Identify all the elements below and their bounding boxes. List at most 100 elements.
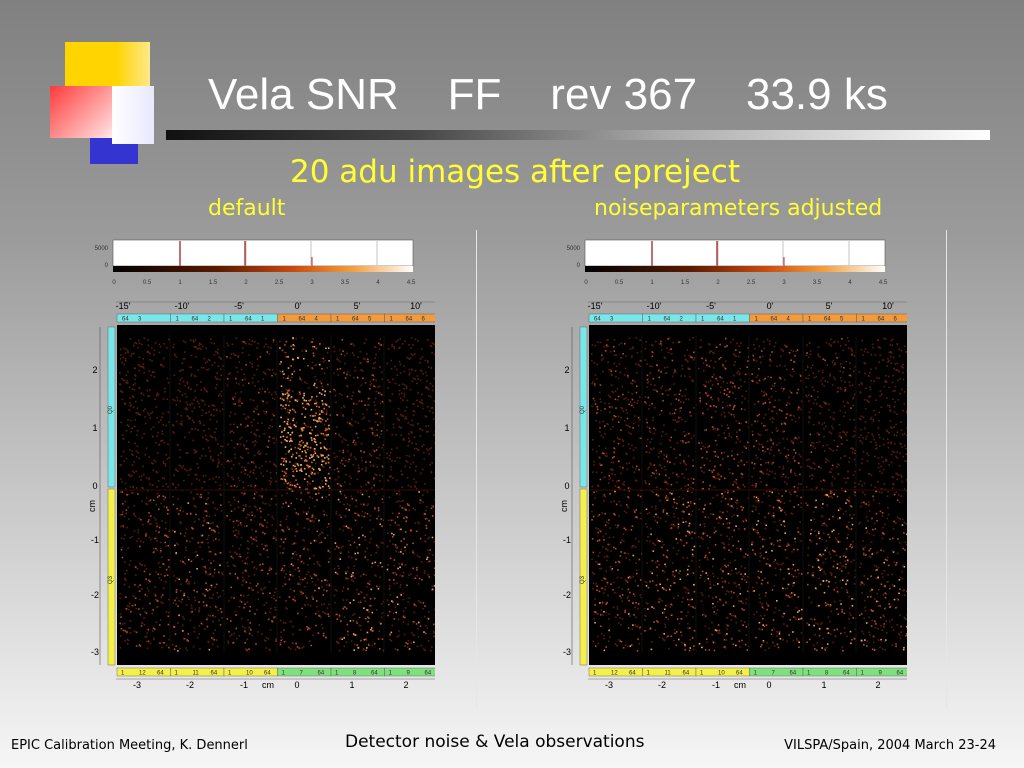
quadrant-strip-q3 bbox=[579, 488, 588, 666]
ccd-label-text: 11 bbox=[193, 671, 200, 677]
ccd-label-text: 64 bbox=[211, 671, 218, 677]
ccd-label-text: 1 bbox=[733, 317, 737, 323]
detector-image-pixels bbox=[589, 325, 907, 665]
arcmin-x-tick: 10' bbox=[882, 301, 894, 311]
ccd-label-text: 64 bbox=[824, 317, 831, 323]
cm-y-tick: -2 bbox=[563, 590, 571, 600]
scale-tick: 2 bbox=[244, 280, 248, 286]
panel-separator-left bbox=[476, 230, 477, 708]
ccd-label-text: 64 bbox=[878, 317, 885, 323]
ccd-label-text: 64 bbox=[264, 671, 271, 677]
ccd-label-cell bbox=[856, 313, 907, 323]
arcmin-x-tick: -15' bbox=[116, 301, 131, 311]
cm-x-tick: -2 bbox=[658, 680, 666, 690]
scale-tick: 3 bbox=[310, 280, 314, 286]
cm-x-tick: -2 bbox=[186, 680, 194, 690]
footer-meeting: EPIC Calibration Meeting, K. Dennerl bbox=[11, 738, 248, 753]
ccd-label-text: 1 bbox=[336, 317, 340, 323]
cm-y-tick: 2 bbox=[92, 365, 97, 375]
cm-x-tick: -3 bbox=[605, 680, 613, 690]
cm-x-tick: 2 bbox=[875, 680, 880, 690]
ccd-label-text: 64 bbox=[122, 317, 129, 323]
ccd-label-text: 6 bbox=[894, 317, 898, 323]
quadrant-label: Q3 bbox=[580, 575, 586, 584]
scale-tick: 0 bbox=[112, 280, 116, 286]
ccd-label-text: 11 bbox=[665, 671, 672, 677]
ccd-label-cell bbox=[856, 667, 907, 677]
scale-tick: 3 bbox=[782, 280, 786, 286]
detector-background bbox=[117, 325, 435, 665]
ccd-label-text: 64 bbox=[629, 671, 636, 677]
footer-location-date: VILSPA/Spain, 2004 March 23-24 bbox=[784, 738, 996, 753]
ccd-label-text: 1 bbox=[861, 671, 865, 677]
ccd-label-text: 6 bbox=[422, 317, 426, 323]
scale-tick: 0.5 bbox=[143, 280, 152, 286]
detector-figure-default: 5000 0 0 0.5 1 1.5 2 2.5 3 3.5 4 4.5 5 -15' -10' -5' 0' 5… bbox=[90, 239, 435, 690]
histogram-y-tick: 0 bbox=[105, 263, 109, 269]
ccd-label-text: 1 bbox=[700, 671, 704, 677]
quadrant-label: Q3 bbox=[108, 575, 114, 584]
slide-logo bbox=[50, 42, 160, 166]
ccd-label-text: 8 bbox=[353, 671, 357, 677]
scale-tick: 2 bbox=[716, 280, 720, 286]
ccd-label-text: 3 bbox=[138, 317, 142, 323]
ccd-label-text: 1 bbox=[389, 671, 393, 677]
ccd-label-text: 64 bbox=[245, 317, 252, 323]
arcmin-x-tick: -5' bbox=[706, 301, 716, 311]
arcmin-x-tick: 0' bbox=[767, 301, 774, 311]
ccd-label-text: 1 bbox=[808, 317, 812, 323]
ccd-label-text: 2 bbox=[680, 317, 684, 323]
cm-x-tick: -3 bbox=[133, 680, 141, 690]
arcmin-x-tick: 5' bbox=[354, 301, 361, 311]
ccd-label-text: 64 bbox=[897, 671, 904, 677]
scale-tick: 1.5 bbox=[209, 280, 218, 286]
quadrant-strip-q0 bbox=[579, 326, 588, 488]
detector-top-band bbox=[589, 325, 907, 335]
ccd-label-text: 1 bbox=[648, 317, 652, 323]
arcmin-x-tick: 10' bbox=[410, 301, 422, 311]
ccd-label-text: 64 bbox=[157, 671, 164, 677]
cm-x-tick: 0 bbox=[294, 680, 299, 690]
cm-y-tick: 1 bbox=[92, 423, 97, 433]
cm-y-tick: -3 bbox=[563, 647, 571, 657]
arcmin-x-tick: 5' bbox=[826, 301, 833, 311]
scale-tick: 3.5 bbox=[813, 280, 822, 286]
ccd-label-text: 1 bbox=[754, 671, 758, 677]
histogram-frame bbox=[584, 239, 886, 267]
arcmin-x-tick: 0' bbox=[295, 301, 302, 311]
label-noiseparameters-adjusted: noiseparameters adjusted bbox=[594, 196, 883, 221]
detector-image-default: 5000 0 0 0.5 1 1.5 2 2.5 3 3.5 4 4.5 5 -15' -10' -5' 0' 5… bbox=[90, 235, 435, 707]
cm-y-tick: 0 bbox=[92, 481, 97, 491]
ccd-label-text: 64 bbox=[843, 671, 850, 677]
ccd-label-text: 1 bbox=[390, 317, 394, 323]
cm-x-tick: cm bbox=[734, 680, 746, 690]
histogram-frame bbox=[112, 239, 414, 267]
scale-tick: 2.5 bbox=[275, 280, 284, 286]
cm-x-tick: -1 bbox=[240, 680, 248, 690]
slide-title: Vela SNR FF rev 367 33.9 ks bbox=[208, 70, 888, 119]
colour-scale-bar bbox=[113, 266, 413, 272]
scale-tick: 4 bbox=[376, 280, 380, 286]
ccd-label-text: 4 bbox=[315, 317, 319, 323]
label-default: default bbox=[208, 196, 286, 221]
scale-tick: 3.5 bbox=[341, 280, 350, 286]
scale-tick: 4 bbox=[848, 280, 852, 286]
ccd-label-text: 7 bbox=[300, 671, 304, 677]
histogram-y-tick: 5000 bbox=[95, 246, 109, 252]
cm-y-tick: cm bbox=[562, 500, 569, 512]
ccd-label-text: 5 bbox=[368, 317, 372, 323]
cm-y-tick: -2 bbox=[91, 590, 99, 600]
ccd-label-text: 1 bbox=[283, 317, 287, 323]
ccd-label-text: 12 bbox=[139, 671, 146, 677]
ccd-label-text: 7 bbox=[772, 671, 776, 677]
scale-tick: 1 bbox=[178, 280, 182, 286]
detector-image-pixels bbox=[117, 325, 435, 665]
scale-tick: 4.5 bbox=[407, 280, 416, 286]
arcmin-x-tick: -5' bbox=[234, 301, 244, 311]
ccd-label-cell bbox=[384, 313, 435, 323]
cm-y-tick: -1 bbox=[563, 535, 571, 545]
ccd-label-text: 1 bbox=[335, 671, 339, 677]
ccd-label-text: 1 bbox=[176, 317, 180, 323]
ccd-label-text: 64 bbox=[771, 317, 778, 323]
cm-y-tick: 2 bbox=[564, 365, 569, 375]
